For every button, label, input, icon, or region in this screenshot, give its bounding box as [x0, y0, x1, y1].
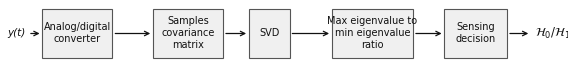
Text: Analog/digital
converter: Analog/digital converter	[44, 23, 111, 44]
Text: SVD: SVD	[259, 28, 279, 39]
Text: Max eigenvalue to
min eigenvalue
ratio: Max eigenvalue to min eigenvalue ratio	[328, 16, 417, 51]
FancyBboxPatch shape	[43, 9, 112, 58]
FancyBboxPatch shape	[153, 9, 223, 58]
Text: Sensing
decision: Sensing decision	[456, 23, 496, 44]
FancyBboxPatch shape	[249, 9, 290, 58]
Text: y(t): y(t)	[7, 28, 26, 39]
FancyBboxPatch shape	[444, 9, 507, 58]
FancyBboxPatch shape	[332, 9, 413, 58]
Text: $\mathcal{H}_0/\mathcal{H}_1$: $\mathcal{H}_0/\mathcal{H}_1$	[535, 26, 568, 41]
Text: Samples
covariance
matrix: Samples covariance matrix	[161, 16, 215, 51]
